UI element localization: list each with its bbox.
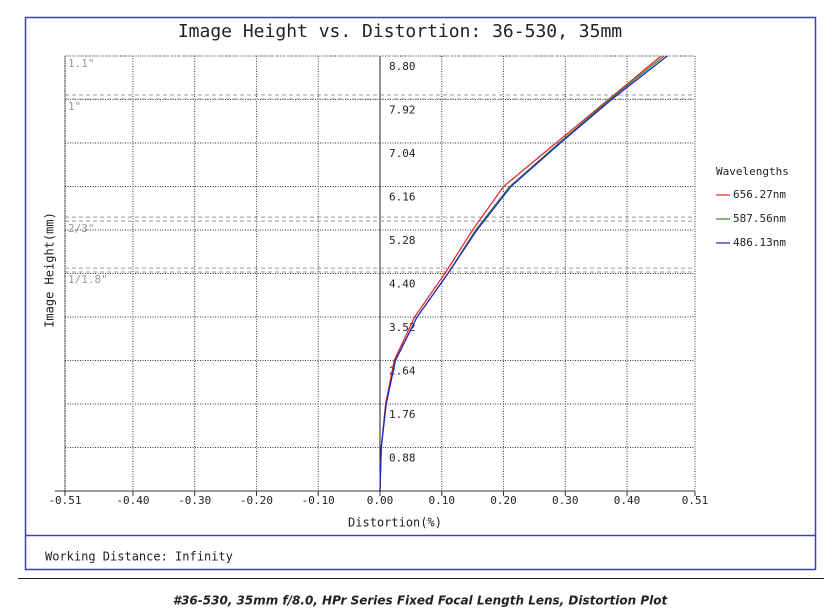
sensor-label: 1/1.8": [68, 273, 108, 286]
y-tick-label: 7.92: [389, 104, 416, 117]
y-tick-label: 4.40: [389, 278, 416, 291]
x-tick-label: 0.20: [490, 494, 517, 507]
y-tick-label: 5.28: [389, 234, 416, 247]
y-tick-label: 1.76: [389, 408, 416, 421]
legend-label: 486.13nm: [733, 236, 786, 249]
x-tick-label: -0.51: [48, 494, 81, 507]
chart-title: Image Height vs. Distortion: 36-530, 35m…: [178, 21, 622, 42]
y-tick-label: 2.64: [389, 365, 416, 378]
y-tick-label: 3.52: [389, 321, 416, 334]
y-tick-label: 0.88: [389, 452, 416, 465]
x-tick-label: -0.40: [116, 494, 149, 507]
legend-label: 587.56nm: [733, 212, 786, 225]
x-tick-label: 0.10: [429, 494, 456, 507]
footer-text: Working Distance: Infinity: [45, 550, 233, 564]
caption: #36-530, 35mm f/8.0, HPr Series Fixed Fo…: [173, 594, 669, 608]
x-axis-label: Distortion(%): [348, 516, 442, 530]
frame: [24, 16, 817, 571]
y-tick-label: 8.80: [389, 60, 416, 73]
sensor-label: 2/3": [68, 222, 95, 235]
sensor-label: 1.1": [68, 57, 95, 70]
sensor-label: 1": [68, 100, 81, 113]
x-tick-label: -0.10: [302, 494, 335, 507]
legend-label: 656.27nm: [733, 188, 786, 201]
x-tick-label: 0.51: [682, 494, 709, 507]
x-tick-label: -0.20: [240, 494, 273, 507]
y-axis-label: Image Height(mm): [43, 212, 57, 328]
x-tick-label: 0.40: [614, 494, 641, 507]
x-tick-label: -0.30: [178, 494, 211, 507]
series-line: [379, 55, 668, 492]
y-tick-label: 6.16: [389, 191, 416, 204]
x-tick-label: 0.30: [552, 494, 579, 507]
y-tick-label: 7.04: [389, 147, 416, 160]
legend-title: Wavelengths: [716, 165, 789, 178]
x-tick-label: 0.00: [367, 494, 394, 507]
